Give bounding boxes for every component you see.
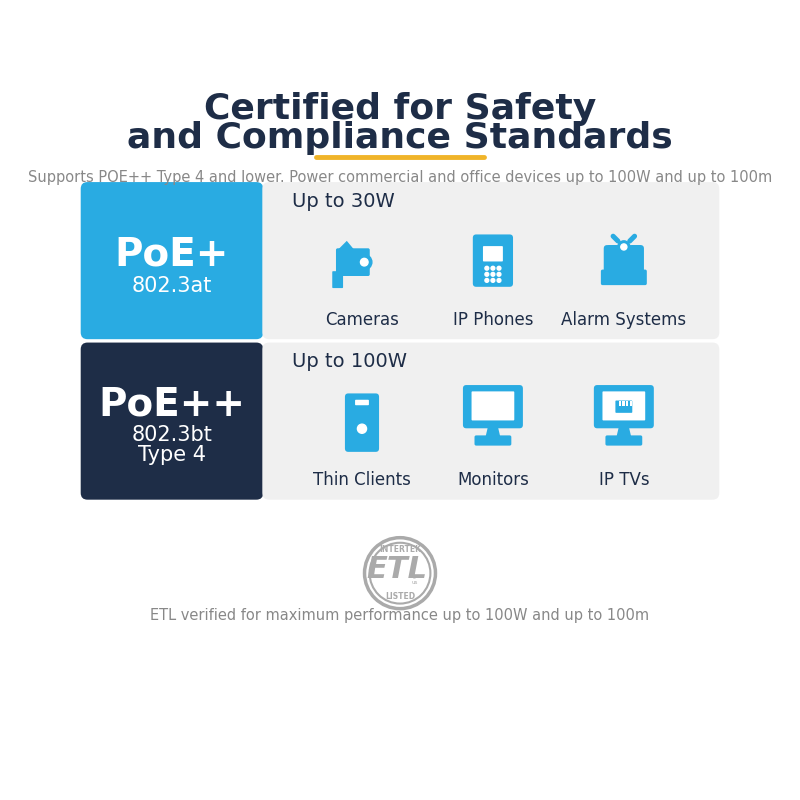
FancyBboxPatch shape xyxy=(602,391,646,421)
Text: Thin Clients: Thin Clients xyxy=(313,471,411,490)
Polygon shape xyxy=(616,425,631,438)
FancyBboxPatch shape xyxy=(332,271,343,288)
Text: PoE++: PoE++ xyxy=(98,386,246,423)
Circle shape xyxy=(618,241,630,253)
FancyBboxPatch shape xyxy=(262,182,719,339)
Circle shape xyxy=(485,278,489,282)
FancyBboxPatch shape xyxy=(601,270,647,285)
Text: and Compliance Standards: and Compliance Standards xyxy=(127,121,673,155)
Text: PoE+: PoE+ xyxy=(114,236,229,274)
Text: Type 4: Type 4 xyxy=(138,445,206,465)
FancyBboxPatch shape xyxy=(463,385,523,428)
FancyBboxPatch shape xyxy=(81,182,263,339)
Text: Monitors: Monitors xyxy=(457,471,529,490)
Circle shape xyxy=(621,244,627,250)
Polygon shape xyxy=(626,402,629,406)
Text: 802.3at: 802.3at xyxy=(132,276,212,296)
Polygon shape xyxy=(622,402,625,406)
Circle shape xyxy=(361,258,368,266)
Polygon shape xyxy=(618,402,621,406)
Polygon shape xyxy=(630,402,632,406)
Circle shape xyxy=(497,273,501,276)
Text: ETL: ETL xyxy=(366,555,427,584)
Polygon shape xyxy=(486,425,501,438)
FancyBboxPatch shape xyxy=(473,234,513,287)
FancyBboxPatch shape xyxy=(594,385,654,428)
Circle shape xyxy=(358,424,366,434)
Text: IP TVs: IP TVs xyxy=(598,471,649,490)
FancyBboxPatch shape xyxy=(262,342,719,500)
Text: 802.3bt: 802.3bt xyxy=(131,426,212,446)
Circle shape xyxy=(491,273,495,276)
FancyBboxPatch shape xyxy=(471,391,514,421)
Text: LISTED: LISTED xyxy=(385,592,415,602)
Text: INTERTEK: INTERTEK xyxy=(379,545,421,554)
FancyBboxPatch shape xyxy=(81,342,263,500)
Circle shape xyxy=(497,266,501,270)
Text: Supports POE++ Type 4 and lower. Power commercial and office devices up to 100W : Supports POE++ Type 4 and lower. Power c… xyxy=(28,170,772,186)
Text: Alarm Systems: Alarm Systems xyxy=(562,310,686,329)
FancyBboxPatch shape xyxy=(615,401,632,413)
Text: ETL verified for maximum performance up to 100W and up to 100m: ETL verified for maximum performance up … xyxy=(150,608,650,623)
Text: Up to 30W: Up to 30W xyxy=(292,192,394,211)
FancyBboxPatch shape xyxy=(483,246,503,262)
Text: IP Phones: IP Phones xyxy=(453,310,533,329)
Circle shape xyxy=(491,278,495,282)
FancyBboxPatch shape xyxy=(336,248,370,276)
Circle shape xyxy=(357,254,372,270)
Circle shape xyxy=(497,278,501,282)
FancyBboxPatch shape xyxy=(604,245,644,274)
Circle shape xyxy=(485,266,489,270)
FancyBboxPatch shape xyxy=(474,435,511,446)
FancyBboxPatch shape xyxy=(606,435,642,446)
Circle shape xyxy=(485,273,489,276)
Text: Cameras: Cameras xyxy=(325,310,399,329)
FancyBboxPatch shape xyxy=(345,394,379,452)
FancyBboxPatch shape xyxy=(355,400,369,406)
Text: Certified for Safety: Certified for Safety xyxy=(204,91,596,126)
Polygon shape xyxy=(338,241,354,250)
Text: c
us: c us xyxy=(411,574,418,586)
Circle shape xyxy=(491,266,495,270)
Text: Up to 100W: Up to 100W xyxy=(292,353,407,371)
